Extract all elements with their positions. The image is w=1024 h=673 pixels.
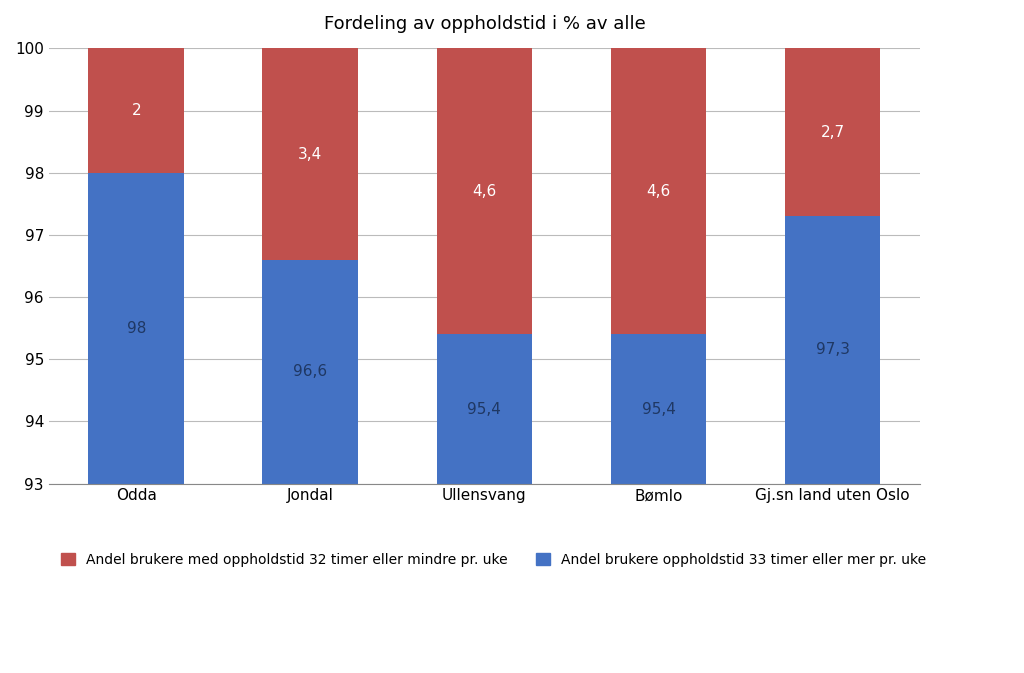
Legend: Andel brukere med oppholdstid 32 timer eller mindre pr. uke, Andel brukere oppho: Andel brukere med oppholdstid 32 timer e…	[55, 547, 931, 573]
Text: 95,4: 95,4	[641, 402, 676, 417]
Text: 2,7: 2,7	[820, 125, 845, 140]
Bar	[88, 173, 184, 484]
Text: 96,6: 96,6	[293, 364, 328, 379]
Bar	[610, 48, 707, 334]
Title: Fordeling av oppholdstid i % av alle: Fordeling av oppholdstid i % av alle	[324, 15, 645, 33]
Text: 97,3: 97,3	[815, 343, 850, 357]
Bar	[784, 48, 881, 216]
Text: 95,4: 95,4	[467, 402, 502, 417]
Bar	[262, 48, 358, 260]
Bar	[88, 48, 184, 173]
Text: 3,4: 3,4	[298, 147, 323, 162]
Bar	[610, 334, 707, 484]
Bar	[436, 334, 532, 484]
Text: 2: 2	[131, 103, 141, 118]
Bar	[436, 48, 532, 334]
Text: 98: 98	[127, 321, 145, 336]
Bar	[784, 216, 881, 484]
Text: 4,6: 4,6	[646, 184, 671, 199]
Bar	[262, 260, 358, 484]
Text: 4,6: 4,6	[472, 184, 497, 199]
